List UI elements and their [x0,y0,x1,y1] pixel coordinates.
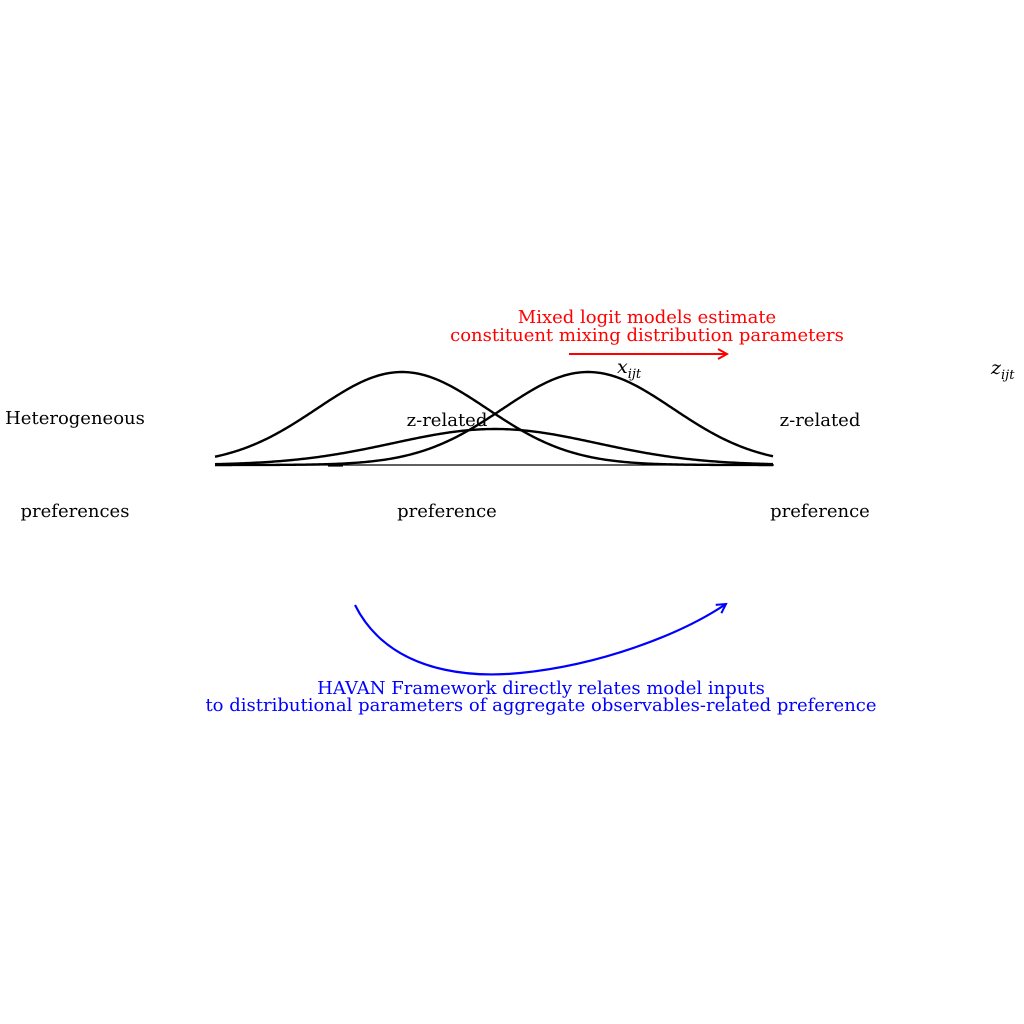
mixed-logit-line1: Mixed logit models estimate [518,307,776,328]
havan-line2: to distributional parameters of aggregat… [205,695,876,716]
havan-line1: HAVAN Framework directly relates model i… [317,678,765,699]
z-sub: ijt [1001,368,1015,383]
preference-label-left: preference [397,501,497,522]
z-ijt-label: zijt [990,357,1015,383]
distribution-curve-aggregate [214,427,774,466]
x-ijt-label: xijt [617,356,642,382]
preference-label-right: preference [770,501,870,522]
curved-arrow-icon [354,604,726,676]
heterogeneous-label: Heterogeneous [5,408,145,429]
distribution-curve-right [215,370,774,467]
z-related-label-right: z-related [780,410,861,431]
z-var: z [990,357,1002,379]
preferences-label: preferences [21,501,130,522]
z-related-label-left: z-related [407,410,488,431]
x-sub: ijt [628,367,642,382]
mixed-logit-line2: constituent mixing distribution paramete… [450,325,844,346]
x-var: x [617,356,628,378]
